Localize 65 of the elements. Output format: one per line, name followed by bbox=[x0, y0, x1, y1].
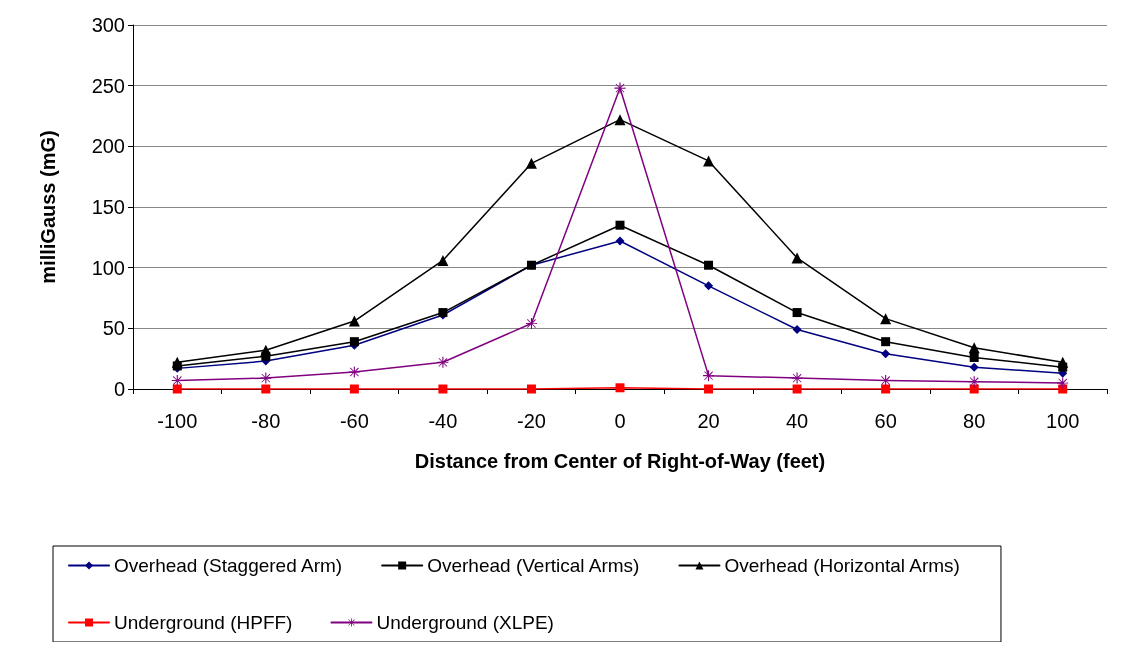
point bbox=[615, 236, 625, 246]
x-tick-label: -40 bbox=[428, 410, 458, 432]
y-tick-label: 300 bbox=[91, 14, 125, 36]
point bbox=[525, 157, 537, 169]
point bbox=[438, 384, 448, 394]
y-tick-label: 150 bbox=[91, 196, 125, 218]
point bbox=[703, 370, 715, 382]
point bbox=[614, 82, 626, 94]
point bbox=[1057, 356, 1069, 368]
point bbox=[704, 384, 714, 394]
y-axis-title: milliGauss (mG) bbox=[37, 130, 59, 284]
point bbox=[437, 356, 449, 368]
x-tick-label: 60 bbox=[874, 410, 897, 432]
point bbox=[792, 308, 802, 318]
point bbox=[526, 384, 536, 394]
x-tick-label: 0 bbox=[614, 410, 626, 432]
legend-label: Underground (HPFF) bbox=[114, 612, 293, 633]
point bbox=[348, 366, 360, 378]
point bbox=[704, 260, 714, 270]
point bbox=[881, 337, 891, 347]
point bbox=[881, 384, 891, 394]
x-tick-label: 80 bbox=[963, 410, 986, 432]
point bbox=[881, 349, 891, 359]
x-tick-label: 40 bbox=[785, 410, 809, 432]
x-axis-title: Distance from Center of Right-of-Way (feet) bbox=[414, 450, 826, 472]
point bbox=[349, 384, 359, 394]
point bbox=[792, 384, 802, 394]
point bbox=[969, 352, 979, 362]
point bbox=[261, 384, 271, 394]
x-tick-label: 20 bbox=[697, 410, 720, 432]
point bbox=[348, 315, 360, 327]
legend-label: Overhead (Vertical Arms) bbox=[427, 555, 640, 576]
y-tick-label: 0 bbox=[113, 378, 125, 400]
point bbox=[968, 376, 980, 388]
point bbox=[968, 342, 980, 354]
point bbox=[703, 155, 715, 167]
legend-label: Overhead (Horizontal Arms) bbox=[724, 555, 960, 576]
x-tick-label: -20 bbox=[517, 410, 546, 432]
x-tick-label: 100 bbox=[1046, 410, 1080, 432]
point bbox=[792, 325, 802, 335]
x-tick-label: -60 bbox=[339, 410, 369, 432]
point bbox=[791, 252, 803, 264]
point bbox=[525, 317, 537, 329]
point bbox=[880, 313, 892, 325]
y-tick-label: 200 bbox=[91, 135, 125, 158]
x-tick-label: -100 bbox=[157, 410, 198, 432]
y-tick-label: 250 bbox=[91, 74, 125, 97]
point bbox=[704, 281, 714, 291]
legend-label: Overhead (Staggered Arm) bbox=[114, 555, 343, 576]
point bbox=[437, 254, 449, 266]
point bbox=[615, 220, 625, 230]
point bbox=[171, 375, 183, 387]
point bbox=[171, 356, 183, 368]
point bbox=[969, 362, 979, 372]
point bbox=[614, 114, 626, 126]
point bbox=[969, 384, 979, 394]
x-tick-label: -80 bbox=[251, 410, 281, 432]
y-tick-label: 100 bbox=[91, 256, 125, 279]
point bbox=[260, 344, 272, 356]
legend-label: Underground (XLPE) bbox=[376, 612, 554, 633]
y-tick-label: 50 bbox=[102, 317, 125, 340]
point bbox=[1058, 384, 1068, 394]
point bbox=[615, 383, 625, 393]
point bbox=[172, 384, 182, 394]
point bbox=[791, 372, 803, 384]
